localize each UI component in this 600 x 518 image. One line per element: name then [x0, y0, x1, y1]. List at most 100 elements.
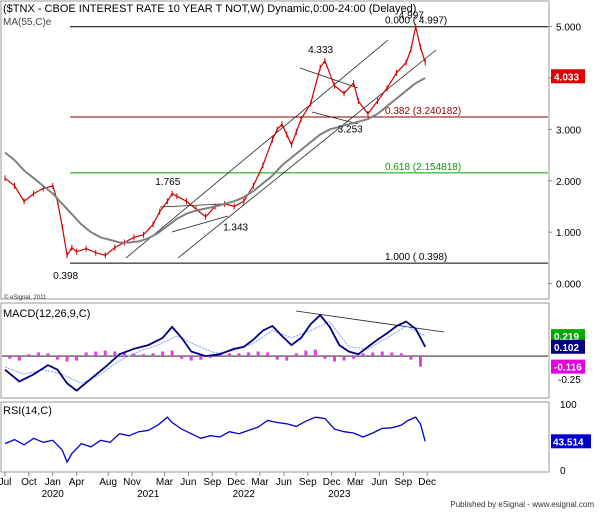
- macd-panel-frame: [0, 302, 550, 399]
- macd-title: MACD(12,26,9,C): [3, 308, 90, 320]
- macd-hist-bar: [332, 356, 336, 362]
- x-tick-label: Jun: [371, 477, 387, 488]
- price-tick-label: 1.000: [556, 228, 581, 239]
- trend-channels: [125, 39, 437, 259]
- macd-hist-bar: [84, 352, 88, 357]
- fibonacci-levels: 0.000 ( 4.997) 0.382 (3.240182) 0.618 (2.1…: [70, 16, 548, 264]
- price-badge-box: [551, 69, 585, 84]
- pivot-label-1: 4.333: [308, 45, 333, 56]
- price-tick-label: 2.000: [556, 177, 581, 188]
- macd-hist-bar: [170, 350, 174, 357]
- macd-hist-bar: [313, 349, 317, 357]
- rsi-panel: RSI(14,C) 100 0 43.514: [0, 400, 591, 477]
- rsi-badge-text: 43.514: [553, 437, 584, 448]
- macd-tick-label: -0.25: [558, 375, 581, 386]
- x-year-label: 2022: [233, 489, 256, 500]
- macd-hist-bar: [399, 353, 403, 357]
- macd-hist-bar: [323, 356, 327, 359]
- macd-hist-bar: [361, 353, 365, 357]
- macd-line: [4, 313, 426, 392]
- macd-hist-bar: [352, 356, 356, 359]
- x-tick-label: Jan: [45, 477, 61, 488]
- lower-channel-line: [177, 49, 437, 259]
- rsi-panel-frame: [0, 401, 550, 473]
- fib-label-3: 1.000 ( 0.398): [385, 252, 447, 263]
- x-tick-label: Mar: [347, 477, 365, 488]
- chart-title: ($TNX - CBOE INTEREST RATE 10 YEAR T NOT…: [3, 3, 416, 15]
- x-tick-label: Oct: [21, 477, 37, 488]
- macd-hist-bar: [65, 356, 69, 362]
- macd-badge-box-2: [551, 359, 585, 374]
- macd-hist-bar: [113, 351, 117, 357]
- price-tick-label: 0.000: [556, 280, 581, 291]
- macd-hist-bar: [132, 353, 136, 357]
- pivot-label-5: 0.398: [53, 271, 78, 282]
- macd-hist-bar: [36, 352, 40, 357]
- macd-hist-bar: [189, 356, 193, 361]
- macd-hist-bar: [418, 356, 422, 367]
- x-year-label: 2020: [42, 489, 65, 500]
- macd-hist-bar: [180, 356, 184, 359]
- macd-badge-box-0: [551, 329, 585, 344]
- macd-hist-bar: [122, 352, 126, 357]
- x-year-label: 2021: [137, 489, 160, 500]
- signal-line: [4, 320, 426, 384]
- macd-hist-bar: [218, 354, 222, 357]
- rsi-tick-label: 100: [560, 400, 577, 411]
- x-tick-label: Apr: [69, 477, 85, 488]
- macd-series: [2, 313, 548, 392]
- x-tick-label: Dec: [418, 477, 436, 488]
- x-year-label: 2023: [328, 489, 351, 500]
- macd-hist-bar: [56, 356, 60, 360]
- rsi-y-axis: 100 0: [560, 400, 577, 477]
- time-x-axis: Jul Oct Jan Apr Aug Nov Mar Jun Sep Dec Mar Jun Sep D…: [0, 472, 436, 500]
- macd-hist-bar: [275, 356, 279, 360]
- price-panel: ($TNX - CBOE INTEREST RATE 10 YEAR T NOT…: [0, 0, 585, 301]
- triangle-lower-line: [311, 111, 359, 125]
- x-tick-label: Dec: [227, 477, 245, 488]
- ma-legend-label: MA(55,C)e: [3, 17, 52, 28]
- pivot-label-4: 3.253: [338, 124, 363, 135]
- pivot-label-2: 1.765: [155, 177, 180, 188]
- x-tick-label: Jun: [180, 477, 196, 488]
- macd-hist-bar: [141, 354, 145, 357]
- macd-hist-bar: [380, 351, 384, 357]
- macd-hist-bar: [266, 352, 270, 357]
- rsi-series: [4, 416, 426, 464]
- triangle-upper-line: [299, 67, 359, 89]
- macd-hist-bar: [8, 356, 12, 359]
- rsi-title: RSI(14,C): [3, 405, 52, 417]
- macd-hist-bar: [151, 353, 155, 357]
- macd-hist-bar: [227, 353, 231, 357]
- macd-hist-bar: [17, 356, 21, 361]
- x-tick-label: Sep: [299, 477, 317, 488]
- price-panel-frame: [0, 0, 550, 300]
- macd-hist-bar: [27, 354, 31, 357]
- macd-hist-bar: [94, 351, 98, 357]
- publisher-footer: Published by eSignal - www.esignal.com: [450, 500, 594, 509]
- macd-hist-bar: [256, 351, 260, 357]
- pivot-label-3: 1.343: [223, 223, 248, 234]
- macd-hist-bar: [371, 352, 375, 357]
- macd-hist-bar: [161, 351, 165, 357]
- macd-hist-bar: [103, 350, 107, 357]
- x-tick-label: Mar: [251, 477, 269, 488]
- price-annotations: 4.997 4.333 1.765 1.343 3.253 0.398: [53, 11, 424, 282]
- macd-panel: MACD(12,26,9,C) 0.25-0.25 0.2190.102-0.1…: [0, 302, 585, 399]
- x-tick-label: Nov: [123, 477, 141, 488]
- macd-hist-bar: [75, 356, 79, 361]
- price-tick-label: 5.000: [556, 23, 581, 34]
- macd-hist-bar: [237, 353, 241, 357]
- x-tick-label: Dec: [323, 477, 341, 488]
- price-series: [4, 23, 426, 259]
- macd-hist-bar: [409, 356, 413, 360]
- macd-hist-bar: [46, 353, 50, 357]
- x-tick-label: Aug: [99, 477, 117, 488]
- x-tick-label: Jul: [0, 477, 11, 488]
- macd-hist-bar: [304, 350, 308, 357]
- x-tick-label: Mar: [156, 477, 174, 488]
- upper-channel-line: [125, 39, 389, 259]
